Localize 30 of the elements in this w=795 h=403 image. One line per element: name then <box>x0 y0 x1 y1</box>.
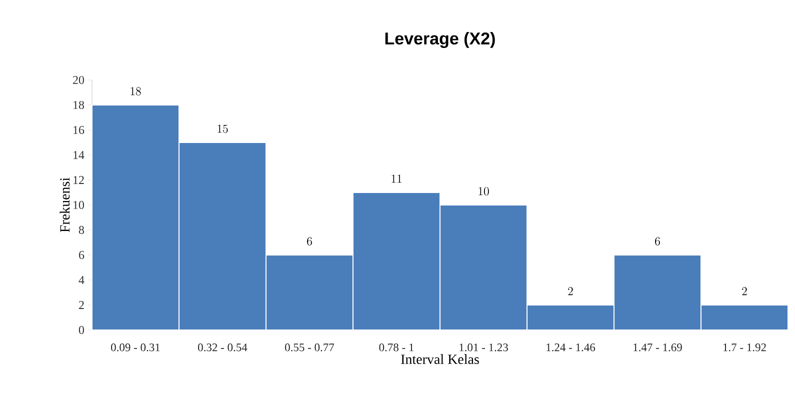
x-tick-label: 0.78 - 1 <box>379 344 414 352</box>
data-label: 15 <box>218 124 228 133</box>
x-tick-label: 1.7 - 1.92 <box>723 344 766 352</box>
data-label: 6 <box>307 237 312 246</box>
x-tick-label: 1.47 - 1.69 <box>634 344 682 352</box>
data-label: 10 <box>478 187 489 196</box>
y-tick-label: 8 <box>78 226 84 234</box>
data-label: 18 <box>130 87 141 96</box>
chart-title: Leverage (X2) <box>385 32 495 48</box>
data-label: 11 <box>392 174 402 183</box>
data-label: 2 <box>742 287 747 296</box>
y-tick-label: 6 <box>78 250 84 260</box>
x-axis-title: Interval Kelas <box>401 354 479 364</box>
data-label: 6 <box>655 237 660 246</box>
y-tick-label: 4 <box>78 276 84 284</box>
data-label: 2 <box>568 287 573 296</box>
y-tick-label: 2 <box>79 301 84 309</box>
y-tick-label: 14 <box>74 151 84 159</box>
y-tick-label: 16 <box>74 126 84 134</box>
x-tick-label: 1.24 - 1.46 <box>546 344 596 352</box>
y-tick-label: 18 <box>74 100 84 110</box>
y-axis-title: Frekuensi <box>60 178 70 232</box>
x-tick-label: 1.01 - 1.23 <box>460 344 508 352</box>
x-tick-label: 0.55 - 0.77 <box>285 344 334 352</box>
x-tick-label: 0.32 - 0.54 <box>198 344 248 352</box>
y-tick-label: 10 <box>74 200 84 210</box>
y-tick-label: 20 <box>73 76 84 84</box>
y-tick-label: 12 <box>74 176 84 184</box>
x-tick-label: 0.09 - 0.31 <box>111 344 160 352</box>
y-tick-label: 0 <box>78 326 84 334</box>
